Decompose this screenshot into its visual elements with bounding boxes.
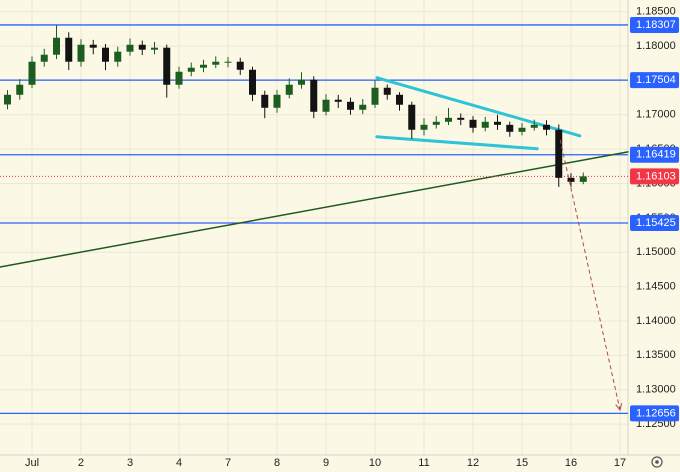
candle-body <box>89 44 97 48</box>
candle-body <box>457 117 465 120</box>
candle-body <box>359 104 367 110</box>
level-box <box>630 146 679 163</box>
candle-body <box>65 37 73 62</box>
x-tick-label: 10 <box>369 457 381 469</box>
x-tick-label: 3 <box>127 457 133 469</box>
candle-body <box>310 79 318 112</box>
level-label: 1.18307 <box>636 19 676 31</box>
candle-body <box>52 37 60 55</box>
candle-body <box>371 87 379 105</box>
y-tick-label: 1.18000 <box>636 40 676 52</box>
candle-body <box>3 94 11 105</box>
candle-body <box>224 61 232 63</box>
y-tick-label: 1.14000 <box>636 315 676 327</box>
candle-body <box>236 61 244 70</box>
current-price-box <box>630 168 679 185</box>
candle-body <box>175 71 183 85</box>
candle-body <box>530 124 538 128</box>
trend-line <box>0 151 629 268</box>
candle-body <box>212 61 220 65</box>
candle-body <box>432 121 440 125</box>
level-box <box>630 16 679 33</box>
candle-body <box>481 121 489 128</box>
candle-body <box>40 54 48 62</box>
candle-body <box>518 127 526 132</box>
level-box <box>630 215 679 232</box>
y-tick-label: 1.13000 <box>636 384 676 396</box>
candle-body <box>249 69 257 95</box>
candle-body <box>261 94 269 108</box>
settings-icon[interactable] <box>651 456 663 468</box>
candle-body <box>151 47 159 50</box>
x-tick-label: 11 <box>418 457 429 469</box>
candle-body <box>494 121 502 125</box>
current-price-label: 1.16103 <box>636 170 676 182</box>
x-tick-label: 17 <box>614 457 626 469</box>
x-tick-label: 2 <box>78 457 84 469</box>
candle-body <box>138 44 146 50</box>
candle-body <box>200 64 208 68</box>
x-tick-label: 15 <box>516 457 528 469</box>
candle-body <box>567 177 575 182</box>
level-box <box>630 72 679 89</box>
y-tick-label: 1.17000 <box>636 109 676 121</box>
level-label: 1.17504 <box>636 74 676 86</box>
x-tick-label: 7 <box>225 457 231 469</box>
candle-body <box>285 84 293 95</box>
y-tick-label: 1.13500 <box>636 349 676 361</box>
x-tick-label: 4 <box>176 457 182 469</box>
y-tick-label: 1.15000 <box>636 246 676 258</box>
level-box <box>630 405 679 422</box>
candle-body <box>469 119 477 128</box>
projection-arrowhead <box>615 403 623 412</box>
candle-body <box>420 124 428 130</box>
candle-body <box>396 94 404 105</box>
x-tick-label: 12 <box>467 457 479 469</box>
candle-body <box>555 129 563 178</box>
candle-body <box>273 94 281 108</box>
candle-body <box>187 67 195 72</box>
settings-gear[interactable] <box>651 456 663 468</box>
candle-body <box>334 99 342 102</box>
x-tick-label: 16 <box>565 457 577 469</box>
candle-body <box>408 104 416 130</box>
candle-body <box>101 47 109 62</box>
level-label: 1.15425 <box>636 217 676 229</box>
candle-body <box>298 79 306 85</box>
candle-body <box>347 101 355 110</box>
candle-body <box>445 117 453 122</box>
x-tick-label: Jul <box>25 457 39 469</box>
candle-body <box>16 84 24 95</box>
candle-body <box>383 87 391 95</box>
settings-gear-center[interactable] <box>655 460 659 464</box>
level-label: 1.16419 <box>636 149 676 161</box>
candle-body <box>126 44 134 52</box>
trend-line <box>375 135 539 151</box>
level-label: 1.12656 <box>636 407 676 419</box>
candle-body <box>28 61 36 85</box>
candle-body <box>543 124 551 130</box>
candle-body <box>163 47 171 85</box>
y-tick-label: 1.18500 <box>636 6 676 18</box>
candle-body <box>322 99 330 112</box>
candle-body <box>77 44 85 62</box>
candle-body <box>506 124 514 132</box>
y-tick-label: 1.14500 <box>636 281 676 293</box>
candle-body <box>579 176 587 182</box>
candle-body <box>114 51 122 62</box>
x-tick-label: 8 <box>274 457 280 469</box>
x-tick-label: 9 <box>323 457 329 469</box>
